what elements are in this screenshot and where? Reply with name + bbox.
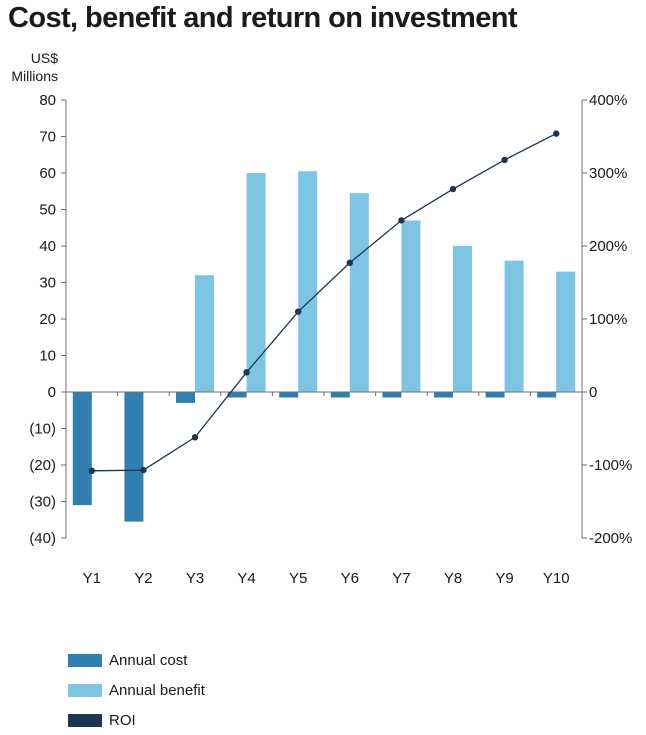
y-axis-right-tick-label: 0: [589, 384, 597, 401]
roi-point-y4: [243, 369, 250, 376]
bar-annual-cost-y5: [279, 392, 299, 398]
y-axis-left-tick-label: (40): [29, 530, 56, 547]
bar-annual-cost-y4: [227, 392, 247, 398]
legend-swatch-annual-benefit: [68, 683, 102, 697]
y-axis-right-tick-label: 300%: [589, 165, 627, 182]
y-axis-left-tick-label: 30: [39, 275, 56, 292]
x-axis-label-y10: Y10: [543, 570, 570, 587]
bar-annual-cost-y8: [434, 392, 453, 398]
y-axis-left-tick-label: (30): [29, 494, 56, 511]
chart-title: Cost, benefit and return on investment: [8, 2, 518, 34]
bar-annual-benefit-y4: [246, 173, 266, 392]
y-axis-left-tick-label: 50: [39, 202, 56, 219]
y-axis-left-tick-label: 80: [39, 92, 56, 109]
y-axis-left-tick-label: 40: [39, 238, 56, 255]
roi-point-y7: [398, 217, 405, 224]
bar-annual-benefit-y3: [195, 275, 214, 392]
legend-swatch-roi: [68, 713, 102, 727]
y-axis-left-tick-label: 60: [39, 165, 56, 182]
y-axis-unit: US$ Millions: [11, 49, 58, 85]
bar-annual-cost-y1: [72, 392, 92, 506]
x-axis-label-y4: Y4: [237, 570, 255, 587]
y-axis-right-tick-label: 400%: [589, 92, 627, 109]
x-axis-label-y6: Y6: [341, 570, 359, 587]
x-axis-label-y2: Y2: [134, 570, 152, 587]
legend-item-annual-benefit: Annual benefit: [68, 675, 205, 705]
legend-label-annual-benefit: Annual benefit: [109, 681, 205, 699]
roi-point-y5: [295, 308, 302, 315]
y-axis-left-tick-label: 10: [39, 348, 56, 365]
bar-annual-benefit-y5: [298, 171, 318, 392]
legend-label-annual-cost: Annual cost: [109, 651, 188, 669]
legend-label-roi: ROI: [109, 711, 136, 729]
bar-annual-cost-y6: [330, 392, 350, 398]
x-axis-label-y1: Y1: [83, 570, 101, 587]
y-axis-left-tick-label: 20: [39, 311, 56, 328]
bar-annual-cost-y9: [485, 392, 505, 398]
bar-annual-benefit-y8: [453, 246, 472, 392]
y-axis-left-tick-label: 0: [48, 384, 56, 401]
roi-point-y1: [88, 467, 96, 474]
legend-item-roi: ROI: [68, 705, 205, 735]
y-axis-right-tick-label: -100%: [589, 457, 632, 474]
y-axis-right-tick-label: 100%: [589, 311, 627, 328]
y-axis-left-tick-label: 70: [39, 129, 56, 146]
legend: Annual cost Annual benefit ROI: [68, 645, 205, 735]
roi-point-y3: [191, 434, 199, 441]
x-axis-label-y5: Y5: [289, 570, 307, 587]
bar-annual-cost-y7: [382, 392, 402, 398]
bar-annual-cost-y3: [176, 392, 195, 403]
bar-annual-cost-y2: [124, 392, 144, 522]
y-axis-left-tick-label: (10): [29, 421, 56, 438]
roi-point-y8: [449, 185, 457, 193]
bar-annual-benefit-y7: [401, 220, 421, 392]
roi-point-y2: [140, 466, 147, 474]
roi-line: [91, 133, 557, 472]
roi-point-y10: [553, 130, 560, 137]
bar-annual-benefit-y6: [349, 193, 369, 392]
x-axis-label-y8: Y8: [444, 570, 462, 587]
x-axis-label-y7: Y7: [392, 570, 410, 587]
roi-point-y9: [501, 156, 508, 164]
bar-annual-benefit-y9: [504, 260, 524, 392]
x-axis-label-y9: Y9: [495, 570, 513, 587]
x-axis-label-y3: Y3: [186, 570, 204, 587]
y-axis-unit-currency: US$: [30, 50, 58, 66]
roi-point-y6: [346, 259, 353, 266]
y-axis-left-tick-label: (20): [29, 457, 56, 474]
y-axis-right-tick-label: 200%: [589, 238, 627, 255]
y-axis-unit-scale: Millions: [11, 68, 58, 84]
legend-swatch-annual-cost: [68, 653, 102, 667]
y-axis-right-tick-label: -200%: [589, 530, 632, 547]
bar-annual-benefit-y10: [556, 271, 576, 392]
bar-annual-cost-y10: [537, 392, 557, 398]
legend-item-annual-cost: Annual cost: [68, 645, 205, 675]
